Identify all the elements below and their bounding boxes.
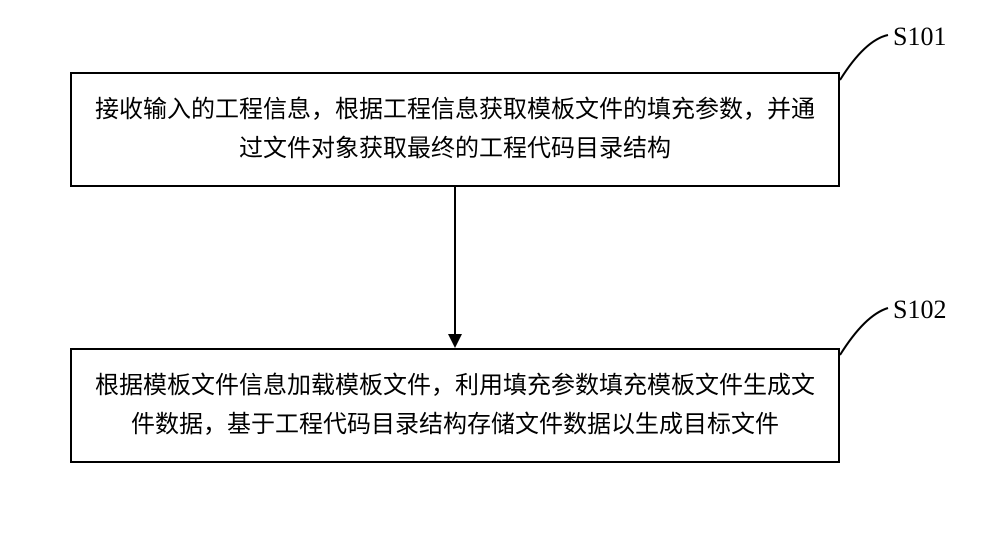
flowchart-container: 接收输入的工程信息，根据工程信息获取模板文件的填充参数，并通 过文件对象获取最终… [0, 0, 1000, 542]
step-s101-line1: 接收输入的工程信息，根据工程信息获取模板文件的填充参数，并通 [95, 97, 815, 123]
step-s102-line1: 根据模板文件信息加载模板文件，利用填充参数填充模板文件生成文 [95, 373, 815, 399]
step-s101-line2: 过文件对象获取最终的工程代码目录结构 [239, 136, 671, 162]
step-box-s101: 接收输入的工程信息，根据工程信息获取模板文件的填充参数，并通 过文件对象获取最终… [70, 72, 840, 187]
step-s102-line2: 件数据，基于工程代码目录结构存储文件数据以生成目标文件 [131, 412, 779, 438]
step-text-s101: 接收输入的工程信息，根据工程信息获取模板文件的填充参数，并通 过文件对象获取最终… [95, 91, 815, 168]
step-label-s102: S102 [893, 295, 946, 325]
step-label-s101: S101 [893, 22, 946, 52]
step-box-s102: 根据模板文件信息加载模板文件，利用填充参数填充模板文件生成文 件数据，基于工程代… [70, 348, 840, 463]
step-text-s102: 根据模板文件信息加载模板文件，利用填充参数填充模板文件生成文 件数据，基于工程代… [95, 367, 815, 444]
